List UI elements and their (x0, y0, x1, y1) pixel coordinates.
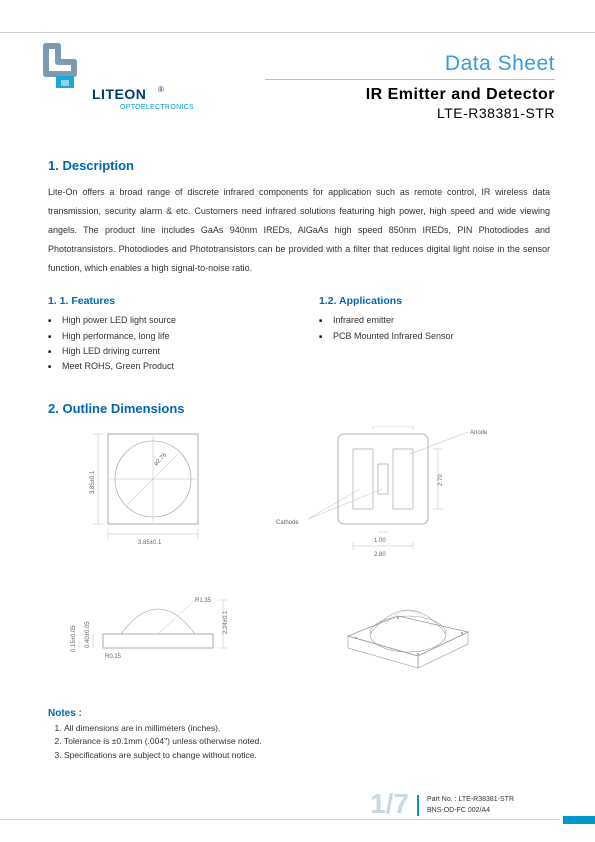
footer-doc: BNS-OD-FC 002/A4 (427, 806, 555, 817)
svg-text:ø2.76: ø2.76 (153, 451, 169, 467)
svg-text:1.00: 1.00 (374, 538, 386, 544)
logo-block: LITEON ® OPTOELECTRONICS (38, 38, 158, 93)
app-item: PCB Mounted Infrared Sensor (319, 329, 550, 344)
svg-text:2.24±0.1: 2.24±0.1 (223, 610, 229, 634)
features-list: High power LED light source High perform… (48, 313, 279, 374)
logo-subtitle: OPTOELECTRONICS (120, 104, 194, 111)
notes-title: Notes : (48, 708, 550, 719)
dimension-drawings: ø2.76 3.85±0.1 3.85±0.1 (48, 426, 550, 706)
note-item: All dimensions are in millimeters (inche… (64, 722, 550, 736)
feature-item: High performance, long life (48, 329, 279, 344)
header-rule (0, 32, 595, 33)
svg-text:Anode: Anode (470, 430, 488, 436)
feature-item: Meet ROHS, Green Product (48, 359, 279, 374)
svg-text:3.85±0.1: 3.85±0.1 (90, 470, 96, 494)
note-item: Tolerance is ±0.1mm (.004") unless other… (64, 735, 550, 749)
features-col: 1. 1. Features High power LED light sour… (48, 295, 279, 374)
app-item: Infrared emitter (319, 313, 550, 328)
feature-item: High power LED light source (48, 313, 279, 328)
footer-rule (0, 819, 560, 820)
apps-list: Infrared emitter PCB Mounted Infrared Se… (319, 313, 550, 344)
section-2-title: 2. Outline Dimensions (48, 401, 550, 416)
drawings-svg: ø2.76 3.85±0.1 3.85±0.1 (48, 426, 550, 706)
feature-item: High LED driving current (48, 344, 279, 359)
svg-text:2.70: 2.70 (438, 473, 444, 485)
svg-text:R0.15: R0.15 (105, 654, 122, 660)
apps-col: 1.2. Applications Infrared emitter PCB M… (319, 295, 550, 374)
apps-title: 1.2. Applications (319, 295, 550, 307)
features-apps-row: 1. 1. Features High power LED light sour… (48, 295, 550, 374)
features-title: 1. 1. Features (48, 295, 279, 307)
logo-brand: LITEON (92, 86, 146, 102)
part-number: LTE-R38381-STR (265, 105, 555, 121)
svg-text:Cathode: Cathode (276, 520, 299, 526)
page-number: 1/7 (370, 788, 409, 820)
title-block: Data Sheet IR Emitter and Detector LTE-R… (265, 52, 555, 121)
content: 1. Description Lite-On offers a broad ra… (48, 158, 550, 762)
svg-text:R1.35: R1.35 (195, 598, 212, 604)
footer-info: Part No. : LTE-R38381-STR BNS-OD-FC 002/… (417, 795, 555, 816)
footer-part: Part No. : LTE-R38381-STR (427, 795, 555, 806)
section-1-title: 1. Description (48, 158, 550, 173)
product-title: IR Emitter and Detector (265, 86, 555, 104)
svg-text:0.40±0.05: 0.40±0.05 (85, 620, 91, 647)
section-2: 2. Outline Dimensions ø2.76 3.85±0.1 (48, 401, 550, 763)
doc-type: Data Sheet (265, 52, 555, 80)
svg-text:3.85±0.1: 3.85±0.1 (138, 540, 162, 546)
notes-list: All dimensions are in millimeters (inche… (48, 722, 550, 763)
footer: 1/7 Part No. : LTE-R38381-STR BNS-OD-FC … (0, 774, 595, 824)
svg-text:2.80: 2.80 (374, 552, 386, 558)
description-body: Lite-On offers a broad range of discrete… (48, 183, 550, 277)
logo-icon (38, 38, 158, 88)
footer-bar (563, 816, 595, 824)
svg-text:0.15±0.05: 0.15±0.05 (71, 624, 77, 651)
logo-reg: ® (158, 85, 164, 94)
note-item: Specifications are subject to change wit… (64, 749, 550, 763)
